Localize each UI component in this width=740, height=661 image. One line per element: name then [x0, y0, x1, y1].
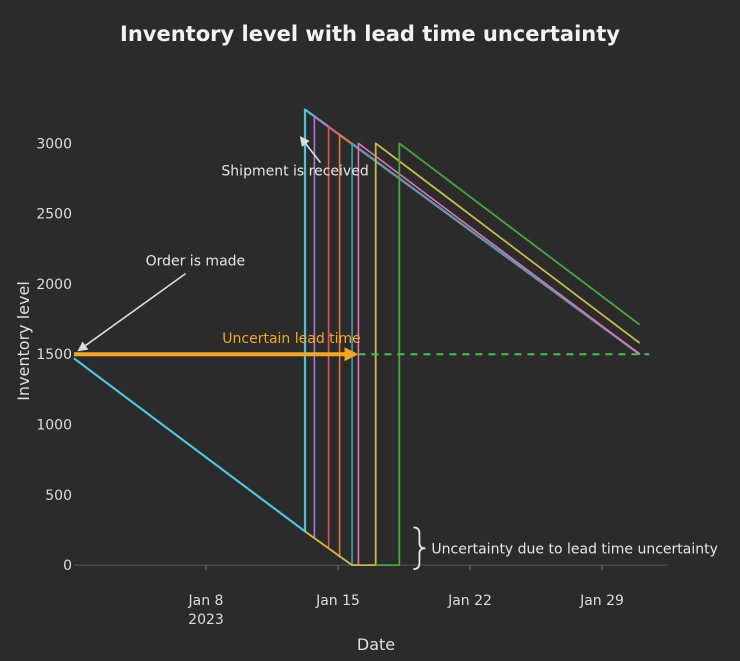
- y-tick-label: 0: [63, 558, 72, 574]
- x-tick-label: Jan 22: [447, 593, 492, 609]
- y-tick-label: 500: [45, 488, 72, 504]
- annotation-order-text: Order is made: [146, 254, 246, 270]
- x-tick-label: Jan 29: [579, 593, 624, 609]
- annotation-brace-text: Uncertainty due to lead time uncertainty: [431, 541, 718, 557]
- annotation-order-arrow: [77, 272, 187, 352]
- x-tick-sublabel: 2023: [188, 612, 224, 628]
- x-axis-title: Date: [357, 635, 395, 654]
- series-line-7: [304, 142, 641, 566]
- y-axis-title: Inventory level: [14, 281, 33, 401]
- chart-title: Inventory level with lead time uncertain…: [120, 22, 620, 46]
- annotation-shipment-arrow: [299, 136, 322, 164]
- annotation-shipment-text: Shipment is received: [221, 164, 368, 180]
- y-tick-label: 2500: [36, 207, 72, 223]
- annotation-brace: [413, 526, 426, 571]
- x-tick-label: Jan 15: [315, 593, 360, 609]
- y-tick-label: 1000: [36, 418, 72, 434]
- x-tick-label: Jan 8: [188, 593, 224, 609]
- series-line-2: [304, 115, 641, 540]
- y-tick-label: 2000: [36, 277, 72, 293]
- y-tick-label: 3000: [36, 136, 72, 152]
- y-tick-label: 1500: [36, 347, 72, 363]
- annotation-lead-time-text: Uncertain lead time: [222, 331, 361, 347]
- series-line-3: [313, 125, 641, 550]
